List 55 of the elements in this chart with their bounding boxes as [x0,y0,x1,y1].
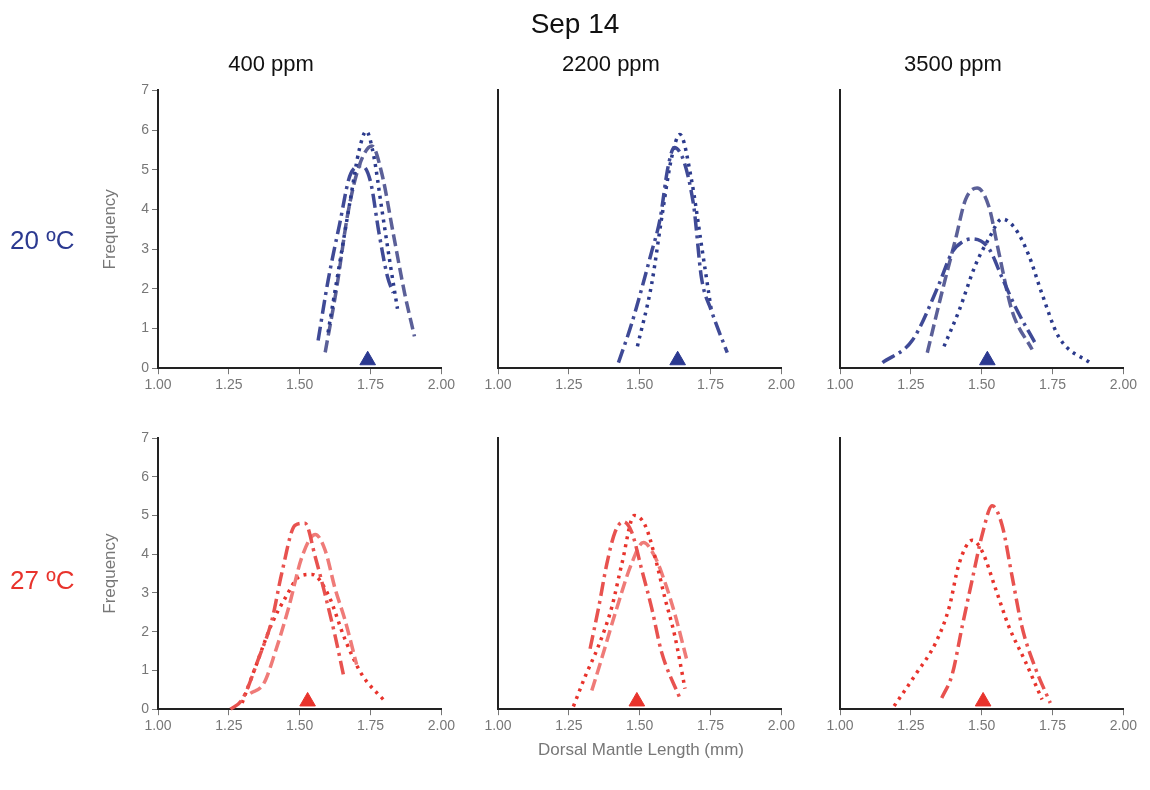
x-tick-label: 1.50 [626,376,654,393]
x-tick-label: 1.75 [696,717,725,734]
x-tick-label: 1.75 [356,717,385,734]
y-tick-label: 1 [141,319,150,336]
x-tick-label: 2.00 [1109,376,1138,393]
x-tick-label: 1.75 [356,376,385,393]
x-tick-label: 1.50 [626,717,654,734]
chart-title: 400 ppm [228,51,314,77]
y-tick-label: 3 [141,583,150,600]
text: 27 ºC [10,565,75,596]
y-tick-label: 7 [141,81,150,98]
x-tick-label: 1.75 [696,376,725,393]
x-tick-label: 1.50 [286,376,314,393]
y-tick-label: 3 [141,240,150,256]
y-axis-title: Frequency [99,188,119,270]
x-tick-label: 1.00 [484,376,512,393]
x-tick-label: 1.50 [968,376,996,393]
x-tick-label: 2.00 [767,376,796,393]
y-tick-label: 6 [141,467,150,484]
x-tick-label: 1.00 [484,717,512,734]
x-tick-label: 2.00 [427,376,456,393]
y-tick-label: 5 [141,160,150,177]
x-tick-label: 1.50 [968,717,996,734]
y-tick-label: 2 [141,622,150,639]
x-tick-label: 1.75 [1038,717,1067,734]
x-tick-label: 1.25 [215,717,243,734]
y-tick-label: 2 [141,279,150,296]
y-tick-label: 0 [141,359,150,376]
x-tick-label: 1.00 [826,376,854,393]
text: 20 ºC [10,225,75,256]
x-tick-label: 1.00 [144,376,172,393]
x-tick-label: 1.25 [215,376,243,393]
y-axis-title: Frequency [99,532,119,614]
chart-title: 3500 ppm [904,51,1002,77]
x-tick-label: 1.00 [826,717,854,734]
y-tick-label: 0 [141,700,150,717]
x-tick-label: 1.25 [897,717,925,734]
x-tick-label: 2.00 [767,717,796,734]
y-tick-label: 7 [141,428,150,445]
chart-title: 2200 ppm [562,51,660,77]
y-tick-label: 4 [141,545,150,562]
y-tick-label: 6 [141,120,150,137]
x-tick-label: 1.50 [286,717,314,734]
x-axis-title: Dorsal Mantle Length (mm) [538,740,744,760]
x-tick-label: 2.00 [1109,717,1138,734]
x-tick-label: 1.75 [1038,376,1067,393]
x-tick-label: 1.25 [897,376,925,393]
y-tick-label: 5 [141,506,150,523]
text: Sep 14 [530,8,620,40]
y-tick-label: 4 [141,200,150,217]
x-tick-label: 2.00 [427,717,456,734]
y-tick-label: 1 [141,661,150,678]
x-tick-label: 1.25 [555,717,583,734]
x-tick-label: 1.25 [555,376,583,393]
x-tick-label: 1.00 [144,717,172,734]
